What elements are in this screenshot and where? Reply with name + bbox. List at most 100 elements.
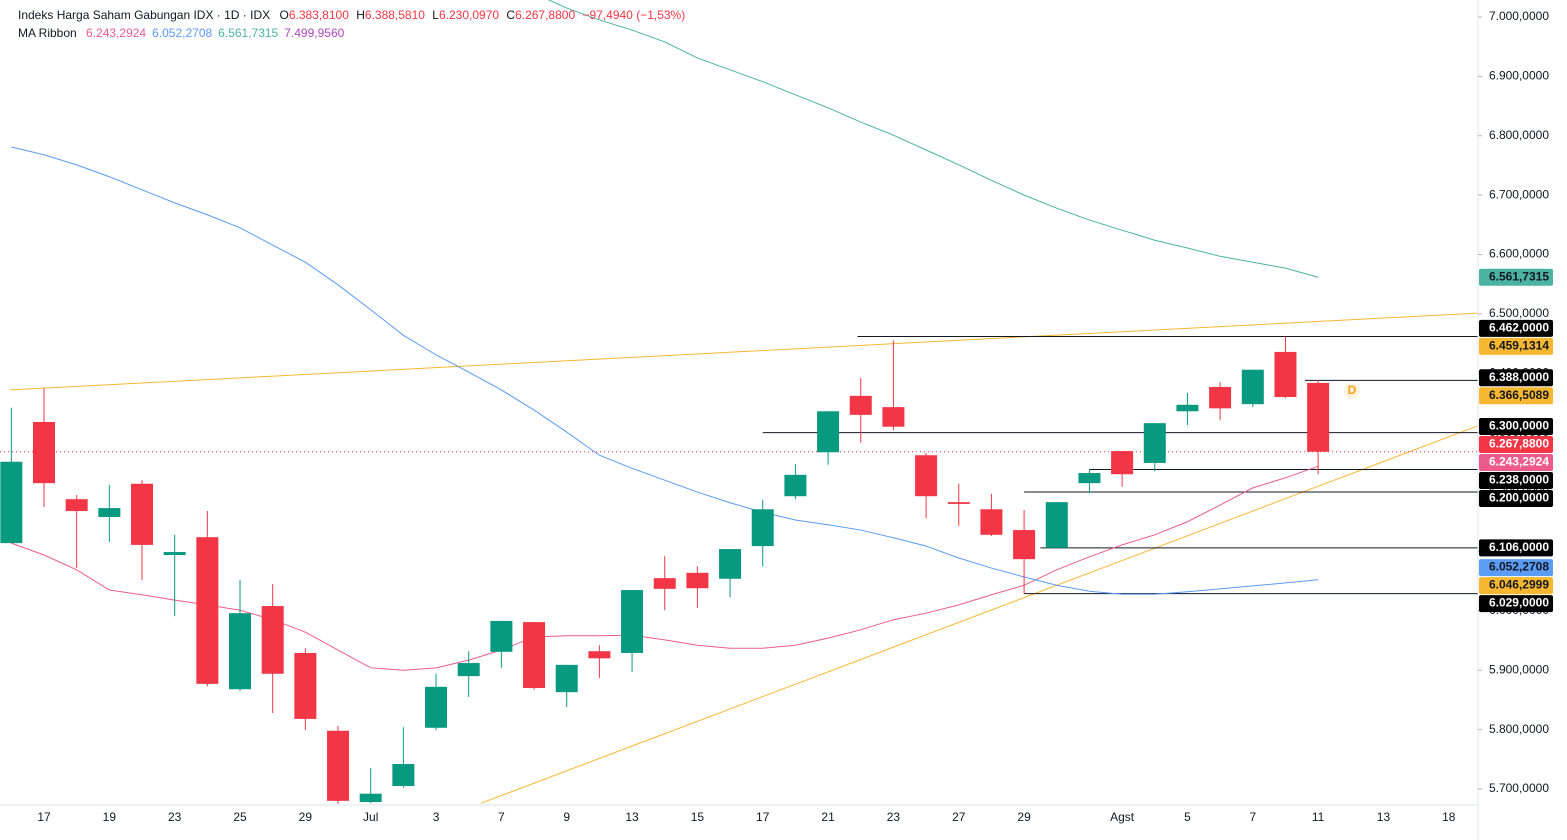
price-label-box bbox=[1479, 319, 1553, 337]
candle-body bbox=[490, 620, 513, 652]
candle-body bbox=[686, 572, 709, 589]
price-label-box bbox=[1479, 559, 1553, 577]
candle-body bbox=[817, 411, 840, 453]
x-tick-label: 11 bbox=[1312, 810, 1325, 824]
candle-body bbox=[33, 421, 55, 484]
ma-legend: MA Ribbon 6.243,2924 6.052,2708 6.561,7315… bbox=[18, 26, 345, 40]
ohlc-key: H bbox=[356, 8, 365, 22]
x-tick-label: 17 bbox=[37, 810, 51, 824]
candle-body bbox=[523, 622, 546, 689]
candle-body bbox=[131, 483, 154, 545]
legend-value: 6.243,2924 bbox=[86, 26, 146, 40]
legend-title: MA Ribbon bbox=[18, 26, 77, 40]
y-tick-label: 5.800,0000 bbox=[1489, 722, 1549, 736]
candle-body bbox=[653, 578, 676, 589]
legend-value: 6.561,7315 bbox=[218, 26, 278, 40]
y-tick-label: 5.900,0000 bbox=[1489, 662, 1549, 676]
candle-body bbox=[1045, 502, 1068, 548]
candle-body bbox=[882, 407, 905, 427]
candle-body bbox=[359, 793, 382, 803]
event-marker-bg[interactable] bbox=[1344, 383, 1360, 399]
x-tick-label: 13 bbox=[625, 810, 639, 824]
time-axis: 17 19 23 25 29 Jul 3 7 9 13 15 17 21 23 27 29 Agst 5 7 11 13… bbox=[37, 810, 1455, 824]
x-tick-label: 21 bbox=[821, 810, 835, 824]
price-label-box bbox=[1479, 489, 1553, 507]
candle-body bbox=[1078, 473, 1101, 484]
y-tick-label: 6.500,0000 bbox=[1489, 306, 1549, 320]
candle-body bbox=[849, 395, 872, 415]
candle-body bbox=[98, 508, 121, 517]
price-label-box bbox=[1479, 369, 1553, 387]
price-label: 6.106,0000 bbox=[1489, 540, 1549, 554]
price-label: 6.200,0000 bbox=[1489, 491, 1549, 505]
candle-body bbox=[229, 613, 252, 690]
x-tick-label: 29 bbox=[299, 810, 313, 824]
x-tick-label: Agst bbox=[1110, 810, 1135, 824]
event-marker[interactable]: D bbox=[1348, 383, 1357, 397]
candle-body bbox=[1307, 382, 1330, 452]
x-tick-label: 9 bbox=[563, 810, 570, 824]
price-label: 6.300,0000 bbox=[1489, 419, 1549, 433]
x-tick-label: 17 bbox=[756, 810, 770, 824]
price-label: 6.052,2708 bbox=[1489, 560, 1549, 574]
candle-body bbox=[294, 652, 317, 719]
candle-body bbox=[65, 499, 88, 512]
candle-body bbox=[1111, 451, 1134, 475]
candle-body bbox=[588, 651, 611, 659]
x-tick-label: 7 bbox=[1249, 810, 1256, 824]
candle-body bbox=[980, 509, 1003, 535]
y-tick-label: 6.700,0000 bbox=[1489, 187, 1549, 201]
candle-body bbox=[425, 686, 448, 728]
y-tick-label: 7.000,0000 bbox=[1489, 9, 1549, 23]
x-tick-label: 3 bbox=[433, 810, 440, 824]
price-label-box bbox=[1479, 435, 1553, 453]
price-label-box bbox=[1479, 471, 1553, 489]
change: −97,4940 (−1,53%) bbox=[582, 8, 685, 22]
candle-body bbox=[784, 474, 807, 497]
candle-body bbox=[327, 730, 350, 801]
ohlc-value: 6.267,8800 bbox=[515, 8, 575, 22]
x-tick-label: 27 bbox=[952, 810, 966, 824]
price-label: 6.243,2924 bbox=[1489, 455, 1549, 469]
ma-line bbox=[547, 0, 1319, 278]
x-tick-label: 25 bbox=[233, 810, 247, 824]
price-label-box bbox=[1479, 453, 1553, 471]
x-tick-label: 7 bbox=[498, 810, 505, 824]
ohlc-key: O bbox=[279, 8, 288, 22]
trend-line bbox=[480, 425, 1478, 804]
x-tick-label: 13 bbox=[1377, 810, 1391, 824]
y-tick-label: 5.700,0000 bbox=[1489, 781, 1549, 795]
price-label: 6.238,0000 bbox=[1489, 473, 1549, 487]
header: Indeks Harga Saham Gabungan IDX · 1D · I… bbox=[18, 8, 685, 22]
x-tick-label: 18 bbox=[1442, 810, 1456, 824]
candle-body bbox=[1209, 386, 1232, 409]
candle-body bbox=[1176, 404, 1199, 412]
candle-body bbox=[1241, 369, 1264, 405]
price-label: 6.267,8800 bbox=[1489, 437, 1549, 451]
candle-body bbox=[1274, 351, 1297, 398]
price-label: 6.459,1314 bbox=[1489, 338, 1549, 352]
ohlc-value: 6.230,0970 bbox=[439, 8, 499, 22]
x-tick-label: Jul bbox=[363, 810, 378, 824]
ma-line bbox=[11, 146, 1319, 595]
y-tick-label: 6.600,0000 bbox=[1489, 247, 1549, 261]
candle-body bbox=[947, 502, 970, 504]
candle-body bbox=[196, 537, 219, 684]
trend-line bbox=[9, 312, 1478, 391]
candle-body bbox=[621, 590, 644, 653]
ohlc-key: L bbox=[432, 8, 439, 22]
candle-body bbox=[719, 549, 742, 579]
ohlc-value: 6.388,5810 bbox=[365, 8, 425, 22]
candle-body bbox=[0, 461, 23, 544]
price-label: 6.561,7315 bbox=[1489, 269, 1549, 283]
ohlc-value: 6.383,8100 bbox=[289, 8, 349, 22]
x-tick-label: 5 bbox=[1184, 810, 1191, 824]
price-label: 6.388,0000 bbox=[1489, 370, 1549, 384]
x-tick-label: 19 bbox=[103, 810, 117, 824]
symbol-title: Indeks Harga Saham Gabungan IDX · 1D · I… bbox=[18, 8, 270, 22]
x-tick-label: 15 bbox=[691, 810, 705, 824]
legend-value: 6.052,2708 bbox=[152, 26, 212, 40]
price-label-box bbox=[1479, 387, 1553, 405]
price-label-box bbox=[1479, 417, 1553, 435]
